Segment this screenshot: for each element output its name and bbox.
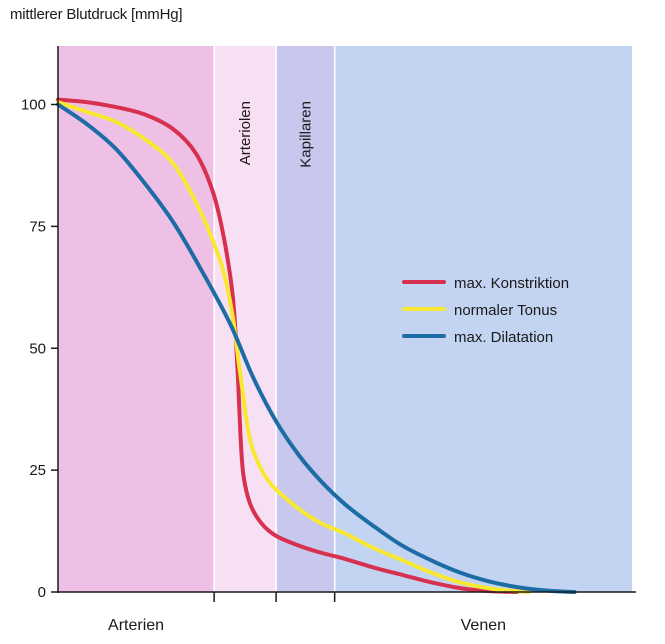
pressure-series (56, 97, 577, 594)
legend-label-2: normaler Tonus (454, 302, 557, 319)
y-tick-label: 75 (29, 218, 46, 235)
region-label-kapillaren: Kapillaren (297, 101, 314, 168)
region-venen (334, 46, 632, 592)
y-tick-label: 0 (38, 584, 46, 601)
y-tick-label: 50 (29, 340, 46, 357)
series-line-3 (56, 102, 577, 594)
vessel-regions (58, 46, 632, 592)
y-axis-title: mittlerer Blutdruck [mmHg] (10, 6, 183, 23)
region-label-arteriolen: Arteriolen (237, 101, 254, 165)
region-dividers (213, 46, 336, 592)
region-arterien (58, 46, 215, 592)
series-line-2 (56, 100, 531, 594)
region-arteriolen (214, 46, 277, 592)
region-label-venen: Venen (461, 617, 506, 634)
axes: 0 25 50 75 100 (21, 46, 636, 602)
y-tick-label: 25 (29, 462, 46, 479)
region-label-arterien: Arterien (108, 617, 164, 634)
legend-label-1: max. Konstriktion (454, 275, 569, 292)
legend: max. Konstriktion normaler Tonus max. Dila… (402, 275, 569, 346)
series-line-1 (56, 97, 520, 594)
legend-label-3: max. Dilatation (454, 329, 553, 346)
y-tick-label: 100 (21, 97, 46, 114)
region-labels: Arterien Arteriolen Kapillaren Venen (108, 101, 506, 634)
